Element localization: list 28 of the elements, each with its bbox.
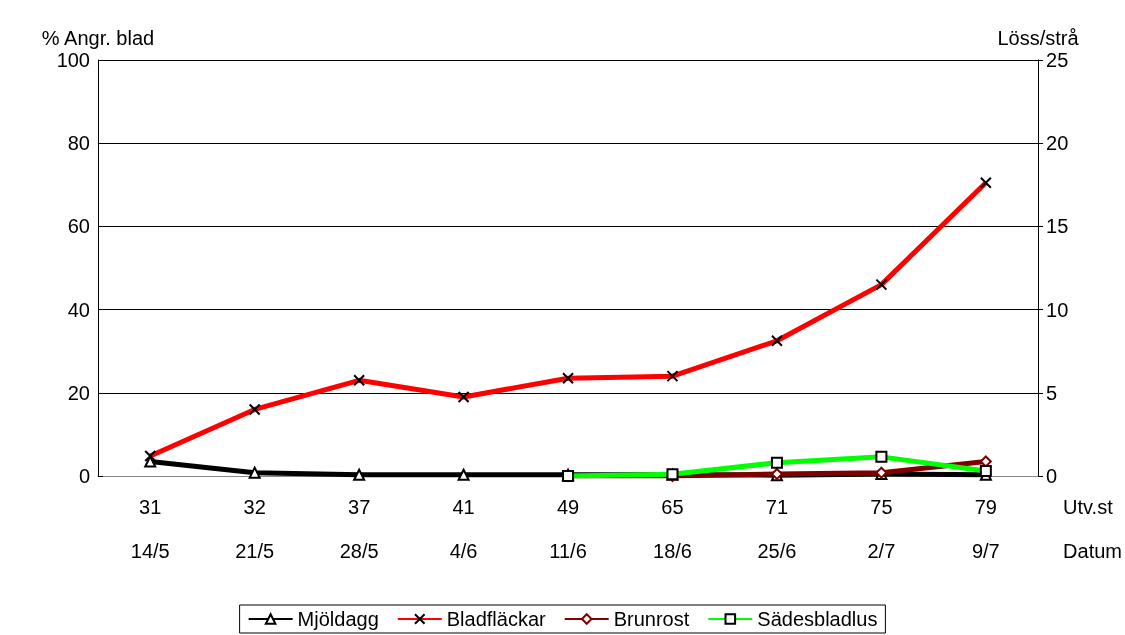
x-tick-label: 31 14/5 — [130, 496, 170, 562]
y-tick-label: 80 — [67, 132, 90, 155]
x-tick-label: 79 9/7 — [971, 496, 1000, 562]
y-tick-label: 0 — [78, 465, 90, 487]
y2-tick-label: 5 — [1046, 381, 1058, 404]
legend-label: Mjöldagg — [297, 608, 379, 630]
y2-tick-label: 20 — [1046, 132, 1069, 155]
y2-axis-title: Löss/strå — [997, 27, 1080, 49]
x-tick-label: 65 18/6 — [653, 496, 692, 562]
x-tick-label: 49 11/6 — [549, 496, 587, 562]
y2-tick-label: 10 — [1046, 298, 1069, 321]
legend-label: Brunrost — [613, 608, 690, 630]
y-tick-label: 20 — [67, 381, 90, 404]
y2-tick-label: 25 — [1046, 49, 1069, 71]
y-axis-title: % Angr. blad — [41, 27, 155, 49]
legend-label: Bladfläckar — [446, 608, 547, 630]
x-tick-label: 41 4/6 — [449, 496, 478, 562]
y-tick-label: 60 — [67, 215, 90, 238]
x-tick-label: 75 2/7 — [867, 496, 896, 562]
y2-tick-label: 0 — [1046, 465, 1058, 487]
y-tick-label: 40 — [67, 298, 90, 321]
x-axis-title: Utv.st Datum — [1063, 496, 1122, 562]
x-tick-label: 37 28/5 — [339, 496, 379, 562]
x-tick-label: 71 25/6 — [757, 496, 797, 562]
x-tick-label: 32 21/5 — [235, 496, 275, 562]
y2-tick-label: 15 — [1046, 215, 1069, 238]
legend-label: Sädesbladlus — [757, 608, 878, 630]
y-tick-label: 100 — [56, 49, 90, 71]
